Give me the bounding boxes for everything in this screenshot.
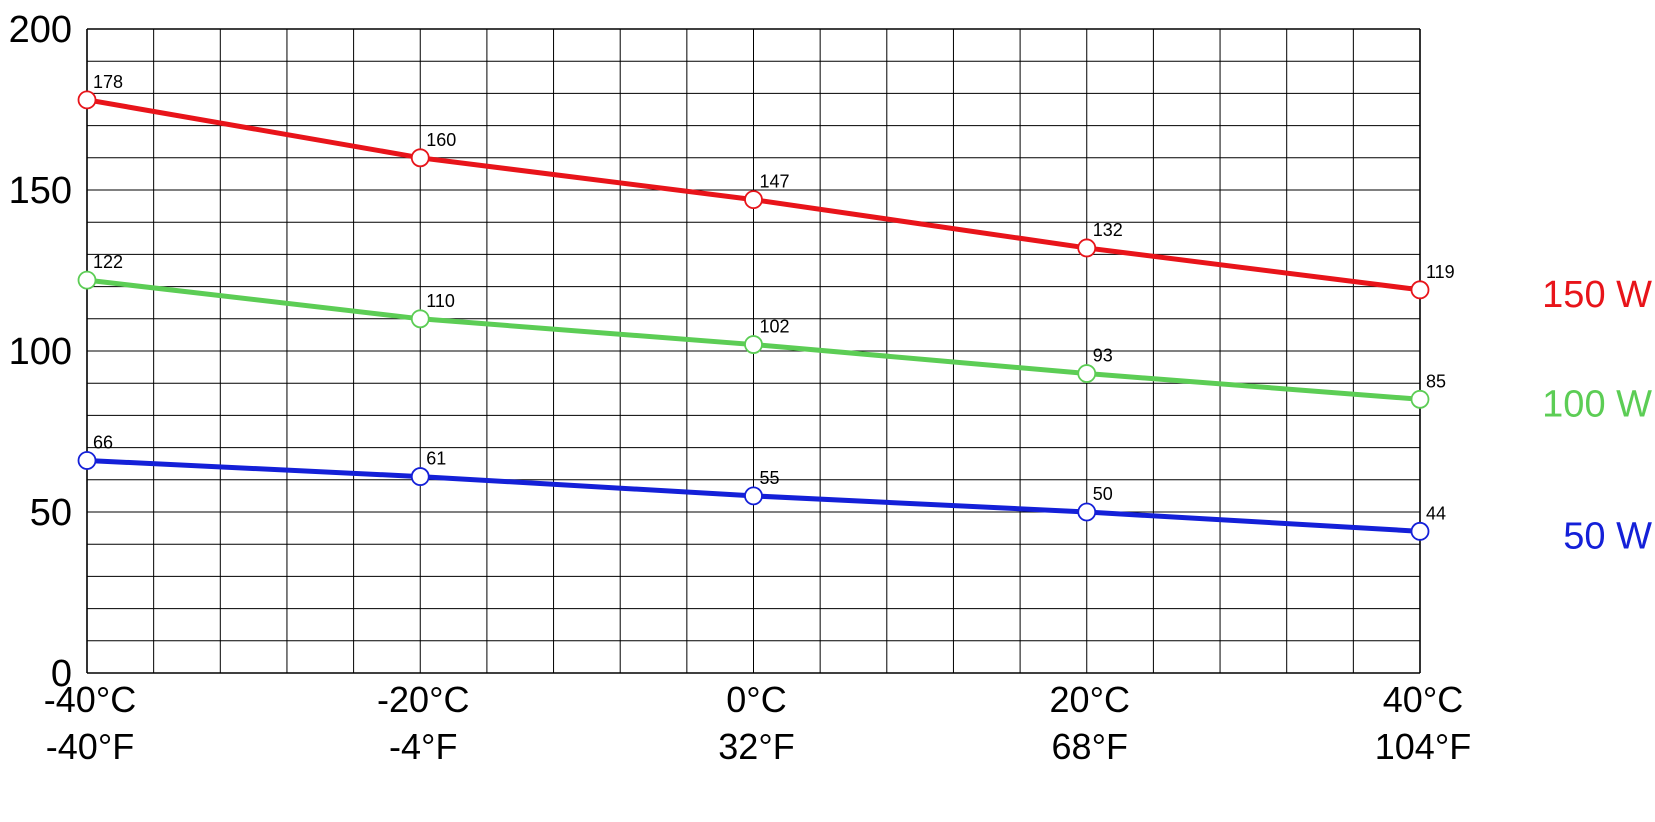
x-tick-label-celsius: -20°C	[377, 679, 469, 720]
series-name-label: 100 W	[1542, 383, 1652, 425]
data-label: 178	[93, 72, 123, 92]
x-tick-label-fahrenheit: 104°F	[1375, 726, 1471, 767]
data-label: 66	[93, 432, 113, 452]
data-point	[1410, 280, 1430, 300]
data-point	[744, 190, 763, 210]
x-axis-tick-labels: -40°C -40°F -20°C -4°F 0°C 32°F 20°C 68°F 40°C 10…	[44, 679, 1471, 767]
data-label: 44	[1426, 503, 1446, 523]
x-tick-label-fahrenheit: -4°F	[389, 726, 457, 767]
x-tick-label-celsius: 40°C	[1383, 679, 1463, 720]
data-label: 122	[93, 252, 123, 272]
data-point	[77, 90, 97, 110]
data-label: 110	[426, 291, 455, 311]
data-label: 93	[1093, 346, 1113, 366]
data-point	[1077, 502, 1097, 522]
data-point	[1410, 389, 1430, 409]
data-point	[744, 486, 763, 506]
y-tick-label: 50	[30, 492, 72, 534]
series-group: 66 61 55 50 44 50 W	[77, 432, 1652, 557]
data-point	[77, 270, 97, 290]
data-label: 61	[426, 449, 446, 469]
series-group: 178 160 147 132 119 150 W	[77, 72, 1652, 316]
x-tick-label-celsius: 20°C	[1050, 679, 1130, 720]
data-label: 85	[1426, 371, 1446, 391]
data-label: 147	[760, 172, 790, 192]
data-point	[744, 335, 763, 354]
data-point	[1410, 521, 1430, 541]
series-group: 122 110 102 93 85 100 W	[77, 252, 1652, 425]
data-label: 160	[426, 130, 456, 150]
y-tick-label: 150	[9, 170, 72, 212]
data-label: 132	[1093, 220, 1123, 240]
y-tick-label: 200	[9, 9, 72, 51]
y-tick-label: 100	[9, 331, 72, 373]
data-label: 119	[1426, 262, 1455, 282]
series-name-label: 50 W	[1563, 515, 1652, 557]
x-tick-label-celsius: -40°C	[44, 679, 136, 720]
data-point	[1077, 238, 1097, 258]
grid	[86, 28, 1421, 674]
x-tick-label-fahrenheit: 32°F	[718, 726, 794, 767]
x-tick-label-fahrenheit: -40°F	[46, 726, 134, 767]
data-label: 102	[760, 317, 790, 337]
data-point	[77, 451, 97, 470]
y-axis-tick-labels: 0 50 100 150 200	[9, 9, 72, 695]
y-tick-label: 0	[51, 653, 72, 695]
series: 178 160 147 132 119 150 W 122 110 102 93 85 100 W 66…	[77, 72, 1652, 557]
data-point	[410, 467, 430, 486]
series-name-label: 150 W	[1542, 274, 1652, 316]
data-label: 50	[1093, 484, 1113, 504]
x-tick-label-fahrenheit: 68°F	[1052, 726, 1128, 767]
data-point	[1077, 364, 1097, 383]
x-tick-label-celsius: 0°C	[726, 679, 786, 720]
data-point	[410, 309, 430, 329]
data-point	[410, 148, 430, 168]
data-label: 55	[760, 468, 780, 488]
